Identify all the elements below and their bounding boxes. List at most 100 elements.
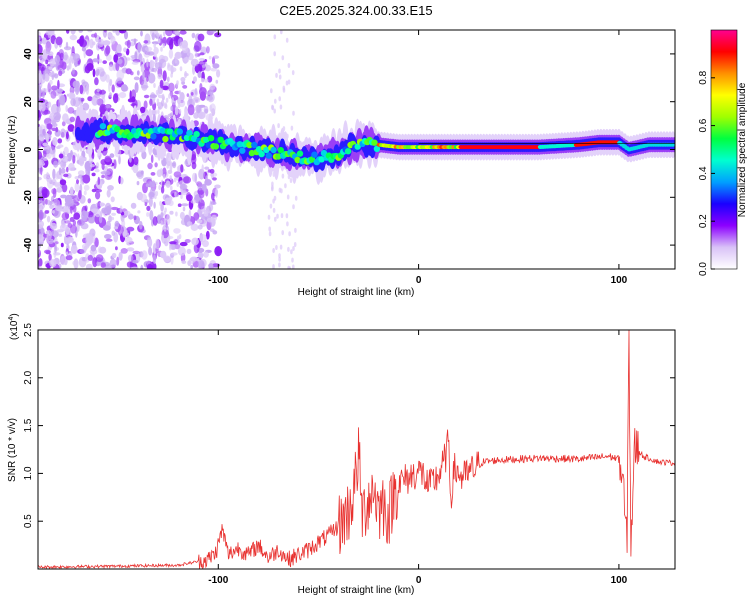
- heatmap-cell: [91, 172, 96, 177]
- heatmap-cell: [164, 197, 172, 206]
- heatmap-cell: [114, 125, 121, 133]
- heatmap-cell: [143, 94, 150, 99]
- heatmap-cell: [344, 148, 352, 155]
- heatmap-cell: [42, 142, 48, 147]
- heatmap-cell: [275, 245, 278, 250]
- heatmap-cell: [38, 109, 42, 121]
- heatmap-cell: [92, 68, 96, 78]
- heatmap-cell: [178, 234, 182, 240]
- heatmap-cell: [72, 260, 78, 266]
- heatmap-cell: [153, 201, 156, 209]
- heatmap-cell: [208, 263, 214, 268]
- heatmap-cell: [248, 149, 256, 157]
- heatmap-cell: [179, 183, 188, 190]
- heatmap-cell: [112, 30, 116, 33]
- heatmap-cell: [81, 243, 90, 250]
- spectrogram-y-ticks: -40 -20 0 20 40: [23, 48, 675, 252]
- heatmap-cell: [278, 68, 281, 74]
- heatmap-cell: [197, 203, 205, 210]
- heatmap-cell: [64, 220, 71, 224]
- heatmap-cell: [49, 222, 58, 230]
- heatmap-cell: [204, 108, 209, 114]
- heatmap-cell: [157, 73, 162, 80]
- heatmap-cell: [186, 194, 193, 202]
- heatmap-cell: [174, 191, 177, 197]
- heatmap-cell: [68, 92, 74, 100]
- heatmap-cell: [52, 137, 58, 146]
- heatmap-cell: [95, 254, 104, 262]
- heatmap-cell: [69, 34, 78, 41]
- heatmap-cell: [38, 44, 43, 55]
- heatmap-cell: [49, 204, 54, 209]
- snr-y-multiplier-close: ): [9, 313, 20, 316]
- heatmap-cell: [41, 37, 47, 45]
- heatmap-cell: [169, 175, 172, 181]
- heatmap-cell: [144, 46, 153, 52]
- heatmap-cell: [197, 33, 205, 42]
- heatmap-cell: [45, 30, 52, 36]
- heatmap-cell: [131, 266, 139, 269]
- heatmap-cell: [251, 141, 258, 149]
- heatmap-cell: [291, 257, 294, 263]
- heatmap-cell: [45, 41, 52, 53]
- heatmap-cell: [143, 100, 148, 109]
- heatmap-cell: [177, 203, 182, 207]
- heatmap-cell: [69, 186, 74, 196]
- colorbar-bar: [710, 29, 738, 270]
- heatmap-cell: [130, 71, 134, 76]
- heatmap-cell: [211, 56, 216, 66]
- spectrogram-heatmap: [38, 30, 675, 269]
- heatmap-cell: [76, 222, 80, 232]
- heatmap-cell: [186, 221, 193, 227]
- heatmap-cell: [175, 211, 178, 217]
- heatmap-cell: [166, 152, 170, 158]
- heatmap-cell: [154, 109, 158, 115]
- heatmap-cell: [274, 98, 277, 104]
- heatmap-cell: [152, 113, 156, 124]
- heatmap-cell: [91, 151, 95, 160]
- heatmap-cell: [101, 174, 105, 179]
- heatmap-cell: [165, 157, 169, 163]
- heatmap-cell: [109, 35, 114, 40]
- heatmap-cell: [52, 168, 56, 180]
- heatmap-cell: [149, 98, 153, 107]
- heatmap-cell: [292, 204, 295, 210]
- heatmap-cell: [159, 104, 162, 110]
- heatmap-cell: [42, 91, 45, 99]
- heatmap-cell: [146, 76, 149, 82]
- heatmap-cell: [275, 153, 282, 160]
- snr-y-label: SNR (10 * v/v): [7, 418, 18, 482]
- heatmap-cell: [79, 84, 84, 95]
- heatmap-cell: [87, 30, 93, 33]
- heatmap-cell: [204, 78, 209, 83]
- heatmap-cell: [110, 206, 119, 211]
- heatmap-cell: [294, 156, 301, 164]
- heatmap-cell: [208, 55, 212, 60]
- heatmap-cell: [58, 167, 62, 176]
- heatmap-cell: [127, 254, 134, 262]
- heatmap-cell: [147, 73, 156, 84]
- heatmap-cell: [215, 79, 219, 84]
- heatmap-cell: [38, 129, 46, 137]
- heatmap-cell: [152, 216, 158, 226]
- heatmap-cell: [133, 156, 139, 166]
- heatmap-cell: [276, 213, 279, 219]
- heatmap-cell: [174, 58, 178, 64]
- heatmap-cell: [116, 52, 122, 57]
- heatmap-cell: [207, 95, 213, 101]
- heatmap-cell: [177, 103, 181, 109]
- heatmap-cell: [159, 79, 164, 89]
- heatmap-cell: [161, 93, 165, 99]
- heatmap-cell: [209, 83, 216, 90]
- heatmap-cell: [165, 180, 171, 188]
- heatmap-cell: [281, 55, 285, 61]
- heatmap-cell: [286, 221, 289, 227]
- heatmap-cell: [205, 230, 210, 240]
- heatmap-cell: [100, 262, 107, 268]
- heatmap-cell: [54, 54, 61, 64]
- heatmap-cell: [205, 141, 212, 149]
- heatmap-cell: [194, 40, 202, 52]
- heatmap-cell: [161, 181, 165, 188]
- heatmap-cell: [289, 178, 293, 183]
- heatmap-cell: [273, 108, 277, 114]
